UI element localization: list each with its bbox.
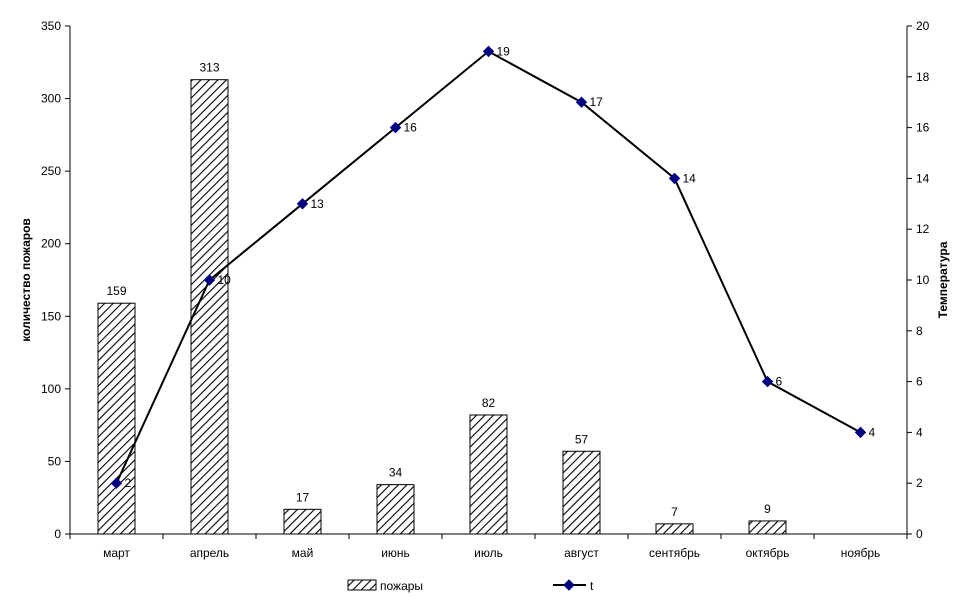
- bar-data-label: 159: [106, 284, 126, 298]
- legend-swatch-bars: [347, 579, 377, 591]
- bar: [748, 520, 787, 535]
- x-tick-label: ноябрь: [841, 546, 881, 560]
- right-axis-title: Температура: [936, 241, 950, 318]
- line-data-label: 4: [869, 425, 876, 439]
- line-point-marker: [575, 96, 588, 108]
- line-data-label: 17: [590, 95, 604, 109]
- right-tick-label: 6: [916, 375, 923, 389]
- right-tick-label: 10: [916, 273, 930, 287]
- right-tick-label: 2: [916, 476, 923, 490]
- bar-data-label: 34: [389, 466, 403, 480]
- x-tick-label: октябрь: [746, 546, 790, 560]
- line-data-label: 19: [497, 44, 511, 58]
- bar: [562, 450, 601, 535]
- bar: [376, 484, 415, 535]
- bar-data-label: 17: [296, 490, 310, 504]
- x-tick-label: март: [103, 546, 130, 560]
- bar: [469, 414, 508, 535]
- bar: [655, 523, 694, 535]
- line-data-label: 16: [404, 121, 418, 135]
- x-tick-label: апрель: [190, 546, 229, 560]
- right-tick-label: 8: [916, 324, 923, 338]
- line-point-marker: [389, 121, 402, 134]
- left-tick-label: 0: [54, 527, 61, 541]
- left-tick-label: 100: [41, 382, 61, 396]
- line-point-marker: [203, 274, 216, 286]
- bar-data-label: 9: [764, 502, 771, 516]
- bar-data-label: 82: [482, 396, 496, 410]
- right-tick-label: 20: [916, 19, 930, 33]
- left-tick-label: 150: [41, 309, 61, 323]
- line-data-label: 10: [218, 273, 232, 287]
- line-point-marker: [761, 375, 774, 388]
- right-tick-label: 4: [916, 425, 923, 439]
- x-tick-label: июль: [474, 546, 503, 560]
- left-tick-label: 300: [41, 92, 61, 106]
- left-tick-label: 350: [41, 19, 61, 33]
- right-tick-label: 14: [916, 171, 930, 185]
- bar-data-label: 313: [199, 61, 219, 75]
- line-point-marker: [110, 477, 123, 489]
- right-tick-label: 16: [916, 121, 930, 135]
- x-tick-label: июнь: [381, 546, 410, 560]
- left-axis-title: количество пожаров: [19, 218, 33, 342]
- line-data-label: 2: [125, 476, 132, 490]
- right-tick-label: 12: [916, 222, 930, 236]
- x-tick-label: май: [292, 546, 314, 560]
- bar-data-label: 57: [575, 432, 589, 446]
- line-point-marker: [482, 45, 495, 58]
- line-point-marker: [854, 426, 867, 439]
- legend-label-bars: пожары: [380, 579, 423, 593]
- x-tick-label: август: [564, 546, 599, 560]
- left-tick-label: 250: [41, 164, 61, 178]
- line-point-marker: [668, 172, 681, 185]
- bar: [283, 508, 322, 535]
- legend-label-line: t: [590, 579, 594, 593]
- left-tick-label: 200: [41, 237, 61, 251]
- line-data-label: 14: [683, 171, 697, 185]
- x-tick-label: сентябрь: [649, 546, 700, 560]
- right-tick-label: 0: [916, 527, 923, 541]
- legend-swatch-marker: [563, 579, 575, 591]
- bar: [97, 302, 136, 535]
- right-tick-label: 18: [916, 70, 930, 84]
- line-data-label: 6: [776, 375, 783, 389]
- left-tick-label: 50: [48, 454, 62, 468]
- bar-data-label: 7: [671, 505, 678, 519]
- line-data-label: 13: [311, 197, 325, 211]
- line-point-marker: [296, 198, 309, 210]
